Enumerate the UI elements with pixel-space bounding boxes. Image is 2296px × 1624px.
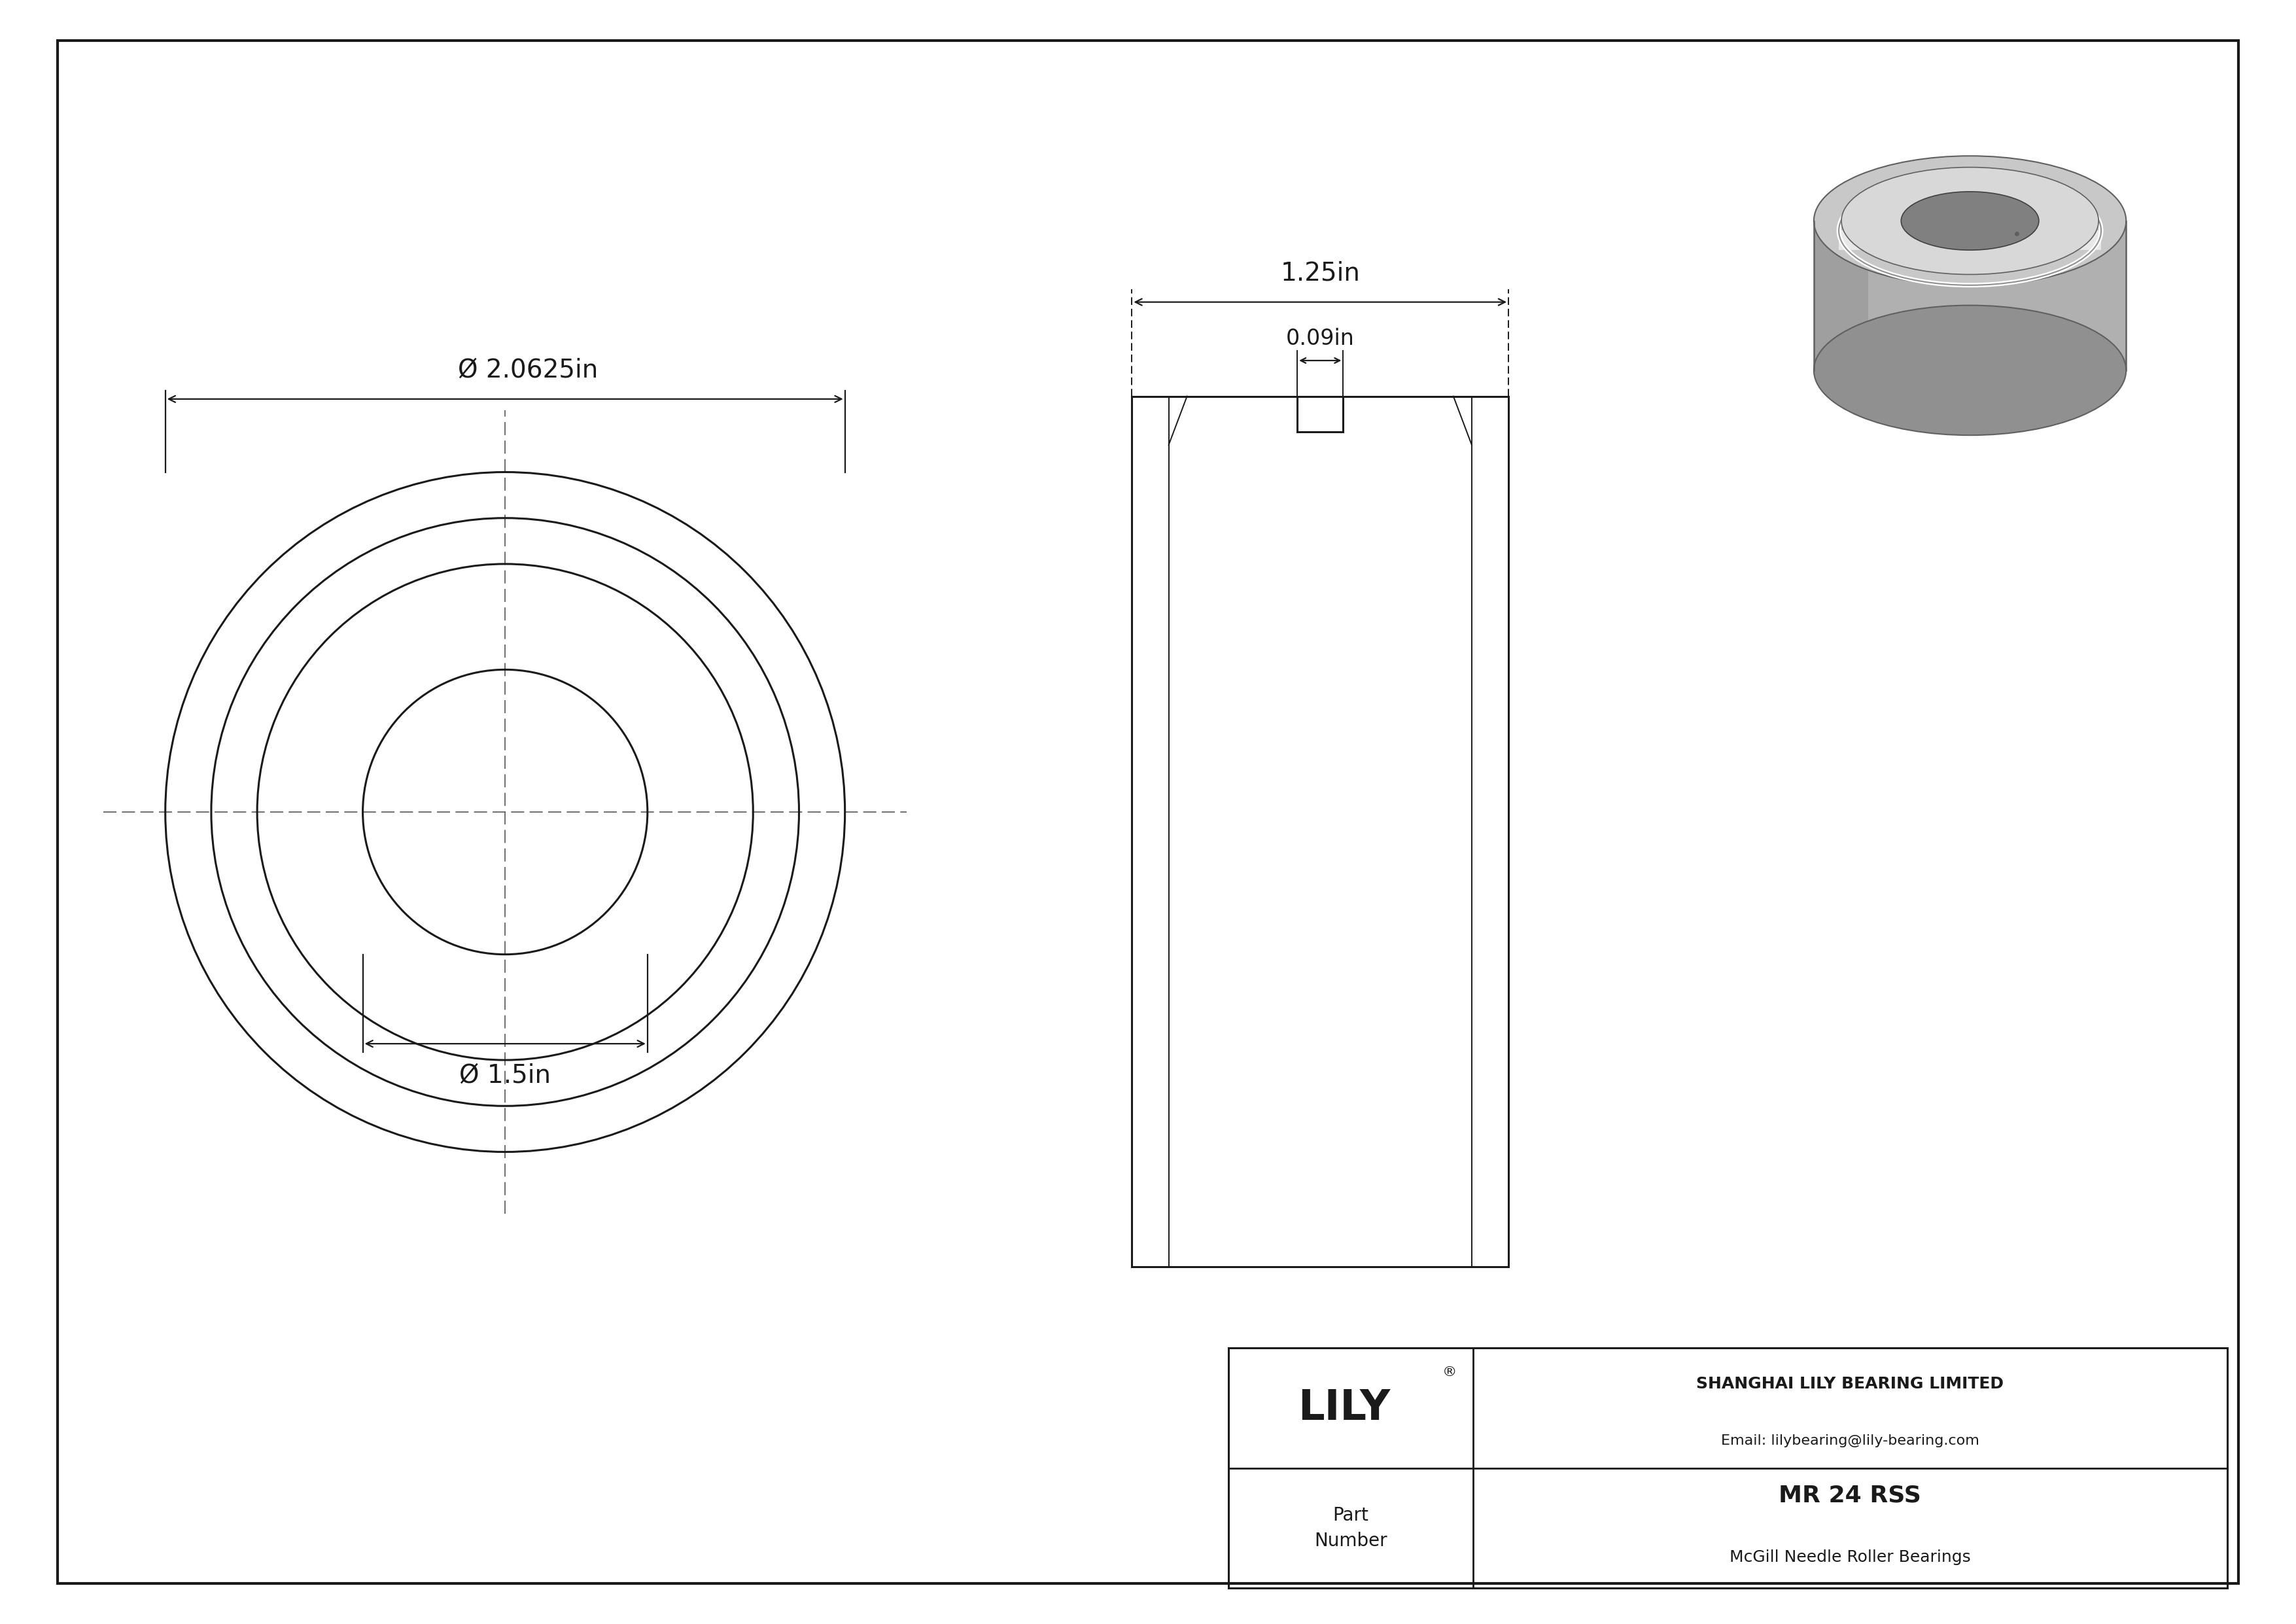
Text: MR 24 RSS: MR 24 RSS [1779, 1484, 1922, 1507]
Text: ®: ® [1442, 1366, 1458, 1379]
Bar [1228, 1348, 2227, 1588]
Ellipse shape [1901, 192, 2039, 250]
Text: Email: lilybearing@lily-bearing.com: Email: lilybearing@lily-bearing.com [1722, 1434, 1979, 1447]
FancyBboxPatch shape [1814, 221, 2126, 370]
FancyBboxPatch shape [1839, 231, 2101, 250]
Text: Part
Number: Part Number [1313, 1507, 1387, 1549]
Ellipse shape [1841, 167, 2099, 274]
Text: Ø 1.5in: Ø 1.5in [459, 1064, 551, 1088]
Text: LILY: LILY [1297, 1389, 1389, 1427]
Text: 1.25in: 1.25in [1281, 261, 1359, 286]
Text: SHANGHAI LILY BEARING LIMITED: SHANGHAI LILY BEARING LIMITED [1697, 1376, 2004, 1392]
Text: 0.09in: 0.09in [1286, 328, 1355, 349]
Text: Ø 2.0625in: Ø 2.0625in [457, 357, 599, 383]
Text: McGill Needle Roller Bearings: McGill Needle Roller Bearings [1729, 1549, 1970, 1566]
Ellipse shape [1814, 305, 2126, 435]
FancyBboxPatch shape [1814, 221, 1869, 370]
Ellipse shape [1814, 156, 2126, 286]
